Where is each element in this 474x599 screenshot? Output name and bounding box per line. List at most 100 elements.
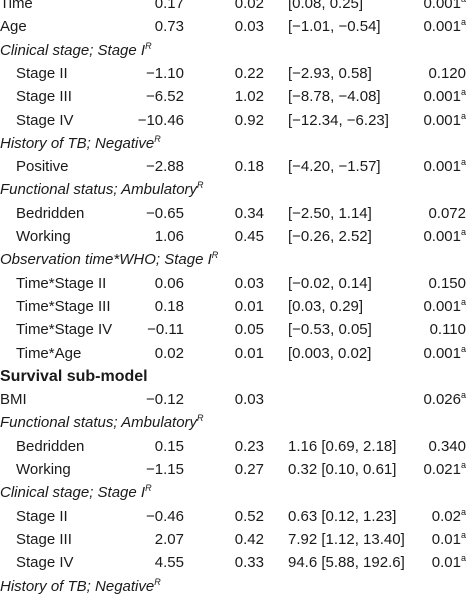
estimate-cell: −0.65: [146, 204, 184, 222]
p-value-cell: 0.021a: [423, 460, 466, 479]
table-row: Stage IV 4.55 0.33 94.6 [5.88, 192.6] 0.01a: [0, 551, 474, 575]
section-label: Survival sub-model: [0, 367, 148, 385]
table-row: Time*Stage II 0.06 0.03 [−0.02, 0.14] 0.150: [0, 272, 474, 296]
variable-label: BMI: [0, 391, 27, 409]
std-error-cell: 0.45: [234, 228, 264, 245]
variable-label: Stage II: [16, 64, 68, 82]
table-row: Time*Age 0.02 0.01 [0.003, 0.02] 0.001a: [0, 342, 474, 366]
group-heading: Clinical stage; Stage IR: [0, 481, 474, 505]
p-value-cell: 0.150: [428, 274, 466, 292]
std-error-cell: 0.23: [234, 437, 264, 455]
variable-label: Working: [16, 461, 71, 478]
p-value-cell: 0.110: [429, 321, 466, 339]
ci-cell: [−1.01, −0.54]: [288, 18, 381, 36]
ci-cell: [0.08, 0.25]: [288, 0, 364, 12]
ci-cell: [−2.50, 1.14]: [288, 204, 372, 222]
std-error-cell: 0.03: [234, 18, 264, 36]
footnote-marker: a: [460, 390, 466, 401]
table-row: Stage II −0.46 0.52 0.63 [0.12, 1.23] 0.02a: [0, 505, 474, 529]
p-value-cell: 0.001a: [423, 227, 466, 246]
p-value-cell: 0.072: [428, 204, 466, 222]
std-error-cell: 0.52: [234, 507, 264, 525]
footnote-marker: a: [460, 110, 466, 121]
ci-cell: 0.32 [0.10, 0.61]: [288, 461, 397, 478]
group-heading: Clinical stage; Stage IR: [0, 39, 474, 63]
ci-cell: [−8.78, −4.08]: [288, 88, 381, 106]
group-heading: History of TB; NegativeR: [0, 132, 474, 156]
estimate-cell: −10.46: [137, 111, 184, 129]
p-value-cell: 0.001a: [423, 157, 466, 176]
std-error-cell: 0.92: [234, 111, 264, 129]
footnote-marker: R: [197, 413, 204, 424]
table-row: Stage III 2.07 0.42 7.92 [1.12, 13.40] 0.01a: [0, 528, 474, 552]
ci-cell: [−0.02, 0.14]: [288, 274, 372, 292]
ci-cell: [0.03, 0.29]: [288, 297, 364, 315]
footnote-marker: a: [460, 17, 466, 28]
estimate-cell: −1.15: [146, 461, 184, 478]
std-error-cell: 0.18: [234, 158, 264, 176]
p-value-cell: 0.120: [428, 64, 466, 82]
table-row: Time*Stage IV −0.11 0.05 [−0.53, 0.05] 0.110: [0, 318, 474, 342]
p-value-cell: 0.001a: [423, 87, 466, 106]
variable-label: Stage IV: [16, 111, 74, 129]
table-row: Time*Stage III 0.18 0.01 [0.03, 0.29] 0.001a: [0, 295, 474, 319]
variable-label: Stage IV: [16, 554, 74, 572]
footnote-marker: R: [154, 133, 161, 144]
ci-cell: [−2.93, 0.58]: [288, 64, 372, 82]
group-label: Functional status; AmbulatoryR: [0, 180, 204, 199]
ci-cell: [−0.26, 2.52]: [288, 228, 372, 245]
p-value-cell: 0.001a: [423, 296, 466, 315]
std-error-cell: 1.02: [234, 88, 264, 106]
footnote-marker: R: [154, 576, 161, 587]
variable-label: Bedridden: [16, 204, 85, 222]
table-row: Stage III −6.52 1.02 [−8.78, −4.08] 0.001a: [0, 85, 474, 109]
std-error-cell: 0.33: [234, 554, 264, 572]
footnote-marker: R: [145, 483, 152, 494]
p-value-cell: 0.01a: [431, 553, 466, 572]
variable-label: Working: [16, 228, 71, 245]
group-heading: Observation time*WHO; Stage IR: [0, 248, 474, 272]
std-error-cell: 0.22: [234, 64, 264, 82]
variable-label: Time: [0, 0, 33, 12]
variable-label: Time*Stage II: [16, 274, 107, 292]
table-row: Stage II −1.10 0.22 [−2.93, 0.58] 0.120: [0, 62, 474, 86]
std-error-cell: 0.34: [234, 204, 264, 222]
footnote-marker: a: [460, 296, 466, 307]
std-error-cell: 0.05: [234, 321, 264, 339]
variable-label: Stage II: [16, 507, 68, 525]
p-value-cell: 0.001a: [423, 343, 466, 362]
estimate-cell: −0.12: [146, 391, 184, 409]
p-value-cell: 0.001a: [423, 110, 466, 129]
estimate-cell: 0.02: [154, 344, 184, 362]
footnote-marker: R: [145, 40, 152, 51]
variable-label: Time*Stage IV: [16, 321, 113, 339]
variable-label: Positive: [16, 158, 69, 176]
group-heading: Functional status; AmbulatoryR: [0, 178, 474, 202]
estimate-cell: 0.18: [154, 297, 184, 315]
std-error-cell: 0.02: [234, 0, 264, 12]
estimate-cell: 0.06: [154, 274, 184, 292]
estimate-cell: −6.52: [146, 88, 184, 106]
ci-cell: [−4.20, −1.57]: [288, 158, 381, 176]
variable-label: Bedridden: [16, 437, 85, 455]
footnote-marker: R: [197, 180, 204, 191]
variable-label: Stage III: [16, 530, 72, 548]
table-row: Working 1.06 0.45 [−0.26, 2.52] 0.001a: [0, 225, 474, 249]
ci-cell: [0.003, 0.02]: [288, 344, 372, 362]
footnote-marker: a: [460, 460, 466, 470]
table-row: Working −1.15 0.27 0.32 [0.10, 0.61] 0.021a: [0, 458, 474, 482]
footnote-marker: a: [460, 553, 466, 564]
estimate-cell: −0.11: [147, 321, 184, 339]
std-error-cell: 0.01: [234, 344, 264, 362]
std-error-cell: 0.03: [234, 274, 264, 292]
std-error-cell: 0.03: [234, 391, 264, 409]
std-error-cell: 0.27: [234, 461, 264, 478]
variable-label: Age: [0, 18, 27, 36]
footnote-marker: a: [461, 0, 466, 4]
table-row: Stage IV −10.46 0.92 [−12.34, −6.23] 0.001a: [0, 109, 474, 133]
ci-cell: 7.92 [1.12, 13.40]: [288, 530, 405, 548]
ci-cell: 94.6 [5.88, 192.6]: [288, 554, 405, 572]
group-heading: History of TB; NegativeR: [0, 575, 474, 599]
ci-cell: 1.16 [0.69, 2.18]: [288, 437, 397, 455]
group-label: Clinical stage; Stage IR: [0, 483, 152, 502]
